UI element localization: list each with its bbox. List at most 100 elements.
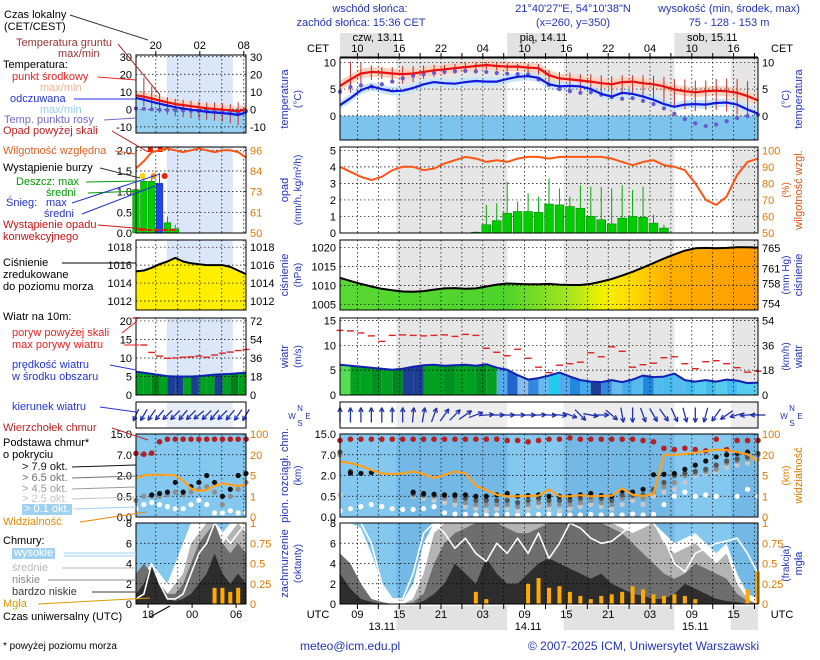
legend-okt65: > 6.5 okt. <box>22 472 68 484</box>
axis-tick: 4 <box>330 162 336 174</box>
axis-title: mgła <box>793 551 805 576</box>
axis-tick: 10 <box>324 57 336 69</box>
legend-opad-powyzej: Opad powyżej skali <box>3 125 98 137</box>
axis-tick: 10 <box>324 340 336 352</box>
axis-tick: 15 <box>324 315 336 327</box>
axis-tick: 1016 <box>108 260 132 272</box>
axis-tick: 4 <box>126 559 132 571</box>
footnote: * powyżej poziomu morza <box>3 641 117 652</box>
axis-tick: 30 <box>120 52 132 64</box>
axis-tick: 0 <box>762 599 768 611</box>
axis-title: (hPa) <box>293 263 304 287</box>
axis-tick: 1018 <box>108 242 132 254</box>
legend-srednie: średnie <box>12 562 49 574</box>
axis-tick: 100 <box>250 429 268 441</box>
axis-tick: 1014 <box>108 278 132 290</box>
axis-tick: 1.0 <box>117 187 132 199</box>
cet-tick: 16 <box>393 43 405 55</box>
axis-tick: 36 <box>250 353 262 365</box>
axis-tick: 5 <box>330 84 336 96</box>
axis-tick: 0.5 <box>321 491 336 503</box>
axis-tick: 100 <box>762 429 780 441</box>
utc-label: UTC <box>307 609 330 621</box>
axis-tick: 2.0 <box>321 471 336 483</box>
axis-tick: 758 <box>762 279 780 291</box>
axis-tick: N <box>789 404 795 413</box>
axis-tick: 0 <box>762 512 768 524</box>
axis-tick: 0.5 <box>117 207 132 219</box>
axis-tick: 61 <box>250 207 262 219</box>
axis-tick: 20 <box>120 69 132 81</box>
axis-tick: 0.5 <box>762 559 777 571</box>
axis-tick: 7.0 <box>117 450 132 462</box>
legend-cisnienie-1: Ciśnienie <box>3 257 49 269</box>
axis-tick: 18 <box>250 371 262 383</box>
legend-snieg: Śnieg: <box>6 197 38 209</box>
axis-title: wiatr <box>793 345 805 370</box>
cet-tick: 10 <box>686 43 698 55</box>
legend-wiatr10: Wiatr na 10m: <box>3 311 72 323</box>
axis-tick: 0 <box>250 104 256 116</box>
axis-tick: 96 <box>250 145 262 157</box>
axis-tick: 754 <box>762 299 780 311</box>
axis-tick: 0 <box>126 104 132 116</box>
legend-wyst-opadu-2: konwekcyjnego <box>3 231 79 243</box>
axis-tick: 0 <box>126 390 132 402</box>
axis-tick: 90 <box>762 162 774 174</box>
day-label-bottom: 13.11 <box>368 621 395 633</box>
legend-predkosc-1: prędkość wiatru <box>12 359 90 371</box>
axis-tick: 1 <box>762 491 768 503</box>
grid-point-label: (x=260, y=350) <box>536 17 610 29</box>
axis-tick: 761 <box>762 263 780 275</box>
axis-title: (°C) <box>781 90 792 108</box>
utc-tick: 09 <box>351 609 363 621</box>
axis-tick: 60 <box>762 211 774 223</box>
axis-tick: 0 <box>330 599 336 611</box>
axis-tick: 0.0 <box>117 228 132 240</box>
axis-tick: 1 <box>250 518 256 530</box>
axis-tick: 0.75 <box>762 538 783 550</box>
axis-tick: 5 <box>250 471 256 483</box>
axis-tick: 0.0 <box>321 512 336 524</box>
legend-punkt-rosy: Temp. punktu rosy <box>4 114 94 126</box>
utc-tick: 21 <box>435 609 447 621</box>
axis-tick: 0.75 <box>250 538 271 550</box>
axis-tick: 5 <box>762 84 768 96</box>
axis-tick: 10 <box>120 87 132 99</box>
axis-tick: 2 <box>330 579 336 591</box>
cet-label: CET <box>771 43 793 55</box>
utc-tick: 09 <box>518 609 530 621</box>
axis-tick: 15.0 <box>111 429 132 441</box>
legend-widzialnosc: Widzialność <box>3 516 62 528</box>
axis-tick: 5 <box>762 471 768 483</box>
axis-title: wiatr <box>279 345 291 370</box>
utc-tick: 03 <box>477 609 489 621</box>
day-label-top: czw, 13.11 <box>353 32 404 44</box>
axis-tick: 1 <box>762 518 768 530</box>
legend-mgla: Mgła <box>3 598 27 610</box>
legend-podstawa-2: o pokryciu <box>3 449 54 461</box>
axis-tick: 6 <box>126 538 132 550</box>
axis-tick: 5 <box>330 145 336 157</box>
axis-title: (m/s) <box>293 345 304 368</box>
legend-max-porywy: max porywy wiatru <box>12 339 104 351</box>
legend-temperatura: Temperatura: <box>3 59 68 71</box>
axis-tick: 1016 <box>250 260 274 272</box>
axis-tick: 0 <box>250 599 256 611</box>
axis-tick: 3 <box>330 178 336 190</box>
axis-tick: 10 <box>120 353 132 365</box>
axis-tick: 4 <box>330 559 336 571</box>
email-link[interactable]: meteo@icm.edu.pl <box>300 639 401 653</box>
legend-b-niskie: bardzo niskie <box>12 586 77 598</box>
axis-tick: 8 <box>330 518 336 530</box>
axis-tick: E <box>305 412 310 421</box>
utc-label: UTC <box>771 609 794 621</box>
utc-tick: 15 <box>393 609 405 621</box>
axis-tick: 0 <box>126 599 132 611</box>
axis-title: (%) <box>781 182 792 198</box>
legend-wierzcholek: Wierzchołek chmur <box>3 422 97 434</box>
axis-tick: E <box>797 412 802 421</box>
legend-punkt-srodkowy: punkt środkowy <box>12 71 89 83</box>
